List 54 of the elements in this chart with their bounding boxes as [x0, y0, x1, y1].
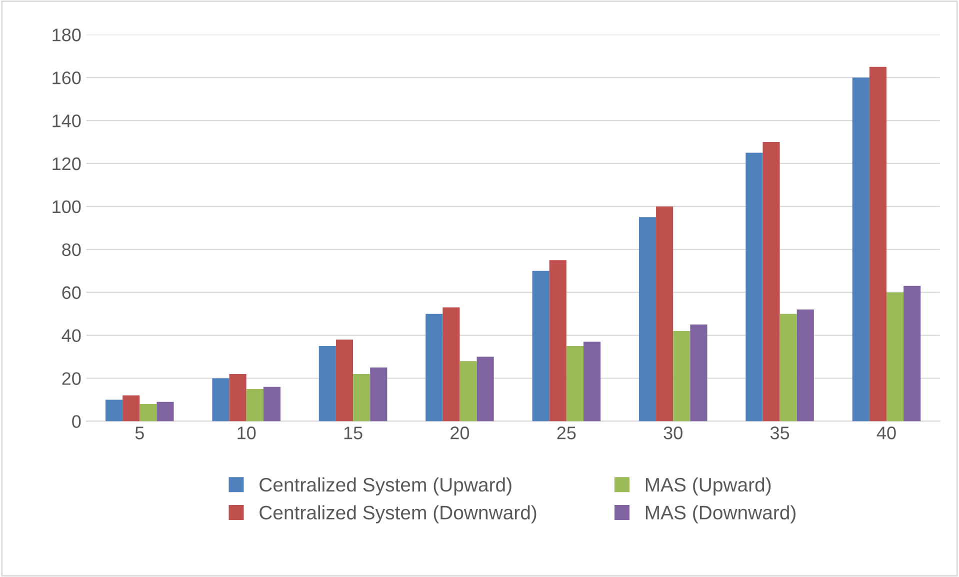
- y-tick-label: 20: [62, 372, 81, 385]
- bar: [549, 260, 566, 422]
- legend-label: Centralized System (Upward): [260, 477, 512, 496]
- y-tick-label: 0: [72, 415, 81, 428]
- bar: [156, 402, 174, 422]
- bar: [690, 324, 708, 422]
- bar: [336, 340, 354, 422]
- legend-label: Centralized System (Downward): [260, 505, 536, 524]
- bar: [746, 152, 763, 422]
- bar: [460, 361, 477, 422]
- bar: [796, 310, 814, 422]
- bar: [246, 388, 264, 422]
- bar: [583, 342, 601, 422]
- bar: [353, 374, 370, 422]
- legend-label: MAS (Downward): [646, 505, 796, 524]
- bar: [762, 142, 780, 422]
- bar: [780, 314, 797, 422]
- bar: [370, 368, 388, 422]
- bar: [638, 217, 656, 422]
- x-tick-label: 35: [770, 426, 790, 440]
- bar: [318, 346, 336, 422]
- bar: [106, 400, 123, 422]
- x-tick-label: 15: [344, 426, 362, 440]
- y-tick-label: 180: [52, 28, 81, 42]
- bar: [229, 374, 246, 422]
- bar: [442, 307, 460, 422]
- x-tick-label: 30: [664, 426, 682, 440]
- bar: [476, 356, 494, 422]
- bar: [426, 314, 443, 422]
- bar: [263, 386, 280, 422]
- x-tick-label: 40: [876, 426, 896, 440]
- bar: [852, 78, 870, 422]
- bar: [140, 404, 157, 422]
- bar: [673, 331, 690, 422]
- bar: [869, 66, 886, 422]
- x-tick-label: 10: [238, 426, 256, 440]
- x-tick-label: 20: [450, 426, 470, 440]
- x-tick-label: 25: [557, 426, 576, 440]
- y-tick-label: 140: [52, 114, 81, 128]
- y-tick-label: 60: [62, 286, 81, 300]
- y-tick-label: 100: [52, 200, 81, 214]
- y-tick-label: 40: [62, 329, 81, 342]
- bar: [212, 378, 230, 422]
- bar: [122, 395, 140, 422]
- legend-label: MAS (Upward): [646, 477, 771, 496]
- bar: [904, 286, 921, 422]
- bar: [532, 270, 550, 422]
- bar: [886, 292, 904, 422]
- bar: [566, 346, 584, 422]
- x-tick-label: 5: [135, 426, 144, 440]
- y-tick-label: 80: [62, 243, 81, 256]
- y-tick-label: 120: [52, 157, 81, 170]
- y-tick-label: 160: [52, 72, 81, 84]
- bar: [656, 206, 674, 422]
